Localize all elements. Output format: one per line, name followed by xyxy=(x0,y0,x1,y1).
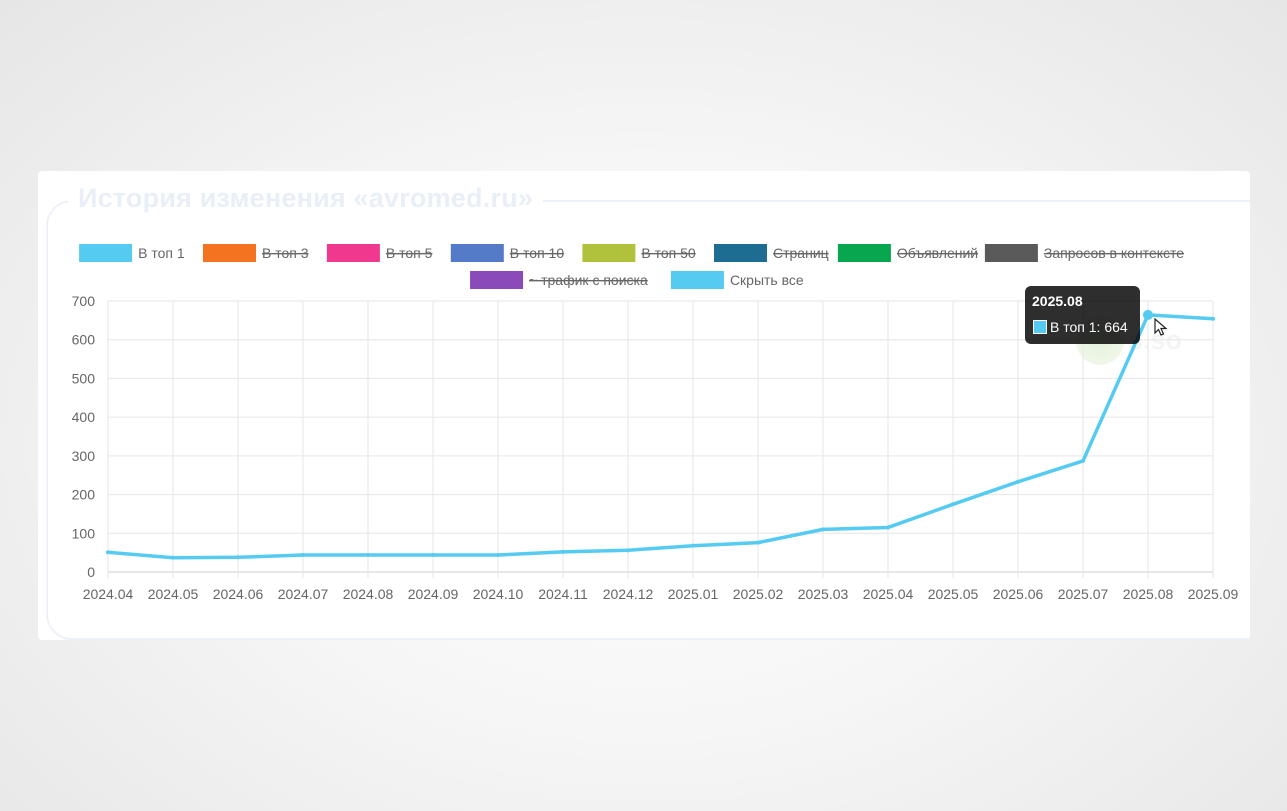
data-point[interactable] xyxy=(496,552,500,557)
legend-label: В топ 5 xyxy=(386,245,433,261)
history-card: История изменения «avromed.ru» s.so В то… xyxy=(38,171,1250,640)
data-point[interactable] xyxy=(951,502,955,507)
data-point[interactable] xyxy=(691,543,695,548)
x-tick-label: 2024.10 xyxy=(473,586,524,602)
tooltip-label: В топ 1: 664 xyxy=(1050,319,1128,335)
x-tick-label: 2025.02 xyxy=(733,586,784,602)
legend-item-в-топ-5[interactable]: В топ 5 xyxy=(326,244,433,262)
chart-frame xyxy=(46,200,1250,640)
legend-label: Страниц xyxy=(773,245,829,261)
legend-item-скрыть-все[interactable]: Скрыть все xyxy=(670,271,804,289)
legend-label: Объявлений xyxy=(897,245,978,261)
data-point[interactable] xyxy=(1211,316,1215,321)
legend-label: В топ 50 xyxy=(641,245,696,261)
x-tick-label: 2024.09 xyxy=(408,586,459,602)
y-tick-label: 100 xyxy=(72,525,96,541)
data-point[interactable] xyxy=(366,552,370,557)
legend-item-страниц[interactable]: Страниц xyxy=(714,244,829,262)
data-point[interactable] xyxy=(171,555,175,560)
legend-swatch xyxy=(837,244,891,262)
legend-swatch xyxy=(714,244,767,262)
x-tick-label: 2024.08 xyxy=(343,586,394,602)
chart-tooltip: 2025.08 В топ 1: 664 xyxy=(1025,286,1140,344)
y-tick-label: 400 xyxy=(72,409,96,425)
legend-swatch xyxy=(326,244,380,262)
legend-swatch xyxy=(203,244,256,262)
data-point[interactable] xyxy=(886,525,890,530)
y-tick-label: 200 xyxy=(72,487,96,503)
legend-swatch xyxy=(984,244,1038,262)
y-tick-label: 700 xyxy=(72,293,96,309)
x-tick-label: 2025.09 xyxy=(1188,586,1239,602)
x-tick-label: 2024.06 xyxy=(213,586,264,602)
x-tick-label: 2025.05 xyxy=(928,586,979,602)
y-tick-label: 0 xyxy=(87,564,95,580)
data-point-active[interactable] xyxy=(1143,309,1153,320)
legend-item-трафик-с-поиска[interactable]: ~ трафик с поиска xyxy=(470,271,648,289)
legend-label: В топ 10 xyxy=(510,245,565,261)
data-point[interactable] xyxy=(1081,458,1085,463)
x-tick-label: 2024.05 xyxy=(148,586,199,602)
x-tick-label: 2024.11 xyxy=(538,586,588,602)
data-point[interactable] xyxy=(106,550,110,555)
legend-label: В топ 3 xyxy=(262,245,309,261)
x-tick-label: 2025.07 xyxy=(1058,586,1109,602)
legend-item-в-топ-50[interactable]: В топ 50 xyxy=(582,244,696,262)
page-title: История изменения «avromed.ru» xyxy=(68,181,544,215)
tooltip-value: 664 xyxy=(1104,319,1128,335)
legend-label: Запросов в контексте xyxy=(1044,245,1184,261)
legend-label: Скрыть все xyxy=(730,272,804,288)
y-tick-label: 600 xyxy=(72,332,96,348)
series-line-в-топ-1 xyxy=(107,313,1214,560)
legend-swatch xyxy=(582,244,636,262)
data-point[interactable] xyxy=(821,527,825,532)
legend-swatch xyxy=(79,244,133,262)
tooltip-swatch xyxy=(1033,320,1047,334)
legend-item-объявлений[interactable]: Объявлений xyxy=(837,244,978,262)
data-point[interactable] xyxy=(626,548,630,553)
legend-swatch xyxy=(450,244,504,262)
y-tick-label: 300 xyxy=(72,448,96,464)
x-tick-label: 2024.04 xyxy=(83,586,134,602)
x-tick-label: 2025.06 xyxy=(993,586,1044,602)
x-tick-label: 2024.12 xyxy=(603,586,654,602)
x-tick-label: 2024.07 xyxy=(278,586,329,602)
legend-label: В топ 1 xyxy=(138,245,185,261)
y-tick-label: 500 xyxy=(72,370,96,386)
data-point[interactable] xyxy=(431,552,435,557)
legend-swatch xyxy=(470,271,524,289)
x-tick-label: 2025.01 xyxy=(668,586,719,602)
legend-swatch xyxy=(670,271,724,289)
tooltip-title: 2025.08 xyxy=(1032,293,1083,309)
data-point[interactable] xyxy=(301,552,305,557)
data-point[interactable] xyxy=(1016,479,1020,484)
legend-item-в-топ-3[interactable]: В топ 3 xyxy=(203,244,309,262)
x-tick-label: 2025.04 xyxy=(863,586,914,602)
legend-item-запросов-в-контексте[interactable]: Запросов в контексте xyxy=(984,244,1184,262)
data-point[interactable] xyxy=(236,555,240,560)
legend-item-в-топ-10[interactable]: В топ 10 xyxy=(450,244,565,262)
x-tick-label: 2025.08 xyxy=(1123,586,1174,602)
legend-label: ~ трафик с поиска xyxy=(529,272,648,288)
mouse-cursor-icon xyxy=(1154,318,1168,336)
data-point[interactable] xyxy=(561,549,565,554)
legend-item-в-топ-1[interactable]: В топ 1 xyxy=(79,244,185,262)
data-point[interactable] xyxy=(756,540,760,545)
x-tick-label: 2025.03 xyxy=(798,586,849,602)
